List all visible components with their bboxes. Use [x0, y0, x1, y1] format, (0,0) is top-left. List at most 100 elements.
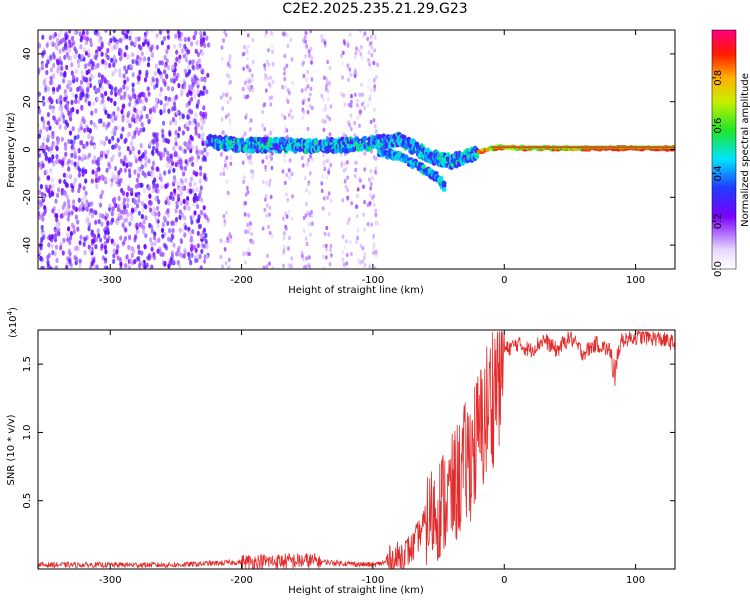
noise-speck — [101, 243, 104, 248]
noise-speck — [105, 136, 108, 141]
noise-speck — [122, 36, 125, 41]
noise-speck — [363, 252, 366, 256]
noise-speck — [56, 146, 59, 151]
noise-speck — [55, 159, 58, 164]
noise-speck — [38, 153, 41, 158]
x-tick-label: 0 — [501, 275, 507, 286]
noise-speck — [283, 159, 286, 163]
noise-speck — [346, 176, 349, 180]
noise-speck — [132, 82, 135, 87]
noise-speck — [329, 66, 332, 70]
noise-speck — [84, 63, 87, 68]
noise-speck — [267, 225, 270, 229]
noise-speck — [370, 53, 373, 57]
noise-speck — [350, 127, 353, 131]
noise-speck — [93, 155, 96, 160]
noise-speck — [69, 251, 72, 256]
noise-speck — [71, 223, 74, 228]
noise-speck — [249, 154, 252, 158]
noise-speck — [370, 35, 373, 39]
colorbar-tick-label: 0.6 — [713, 118, 724, 134]
noise-speck — [303, 98, 306, 102]
noise-speck — [155, 64, 158, 69]
noise-speck — [263, 127, 266, 131]
noise-speck — [192, 59, 195, 64]
noise-speck — [371, 198, 374, 202]
noise-speck — [268, 213, 271, 217]
noise-speck — [55, 45, 58, 50]
noise-speck — [50, 67, 53, 72]
noise-speck — [183, 44, 186, 49]
noise-speck — [64, 192, 67, 197]
noise-speck — [371, 176, 374, 180]
noise-speck — [374, 266, 377, 270]
noise-speck — [178, 187, 181, 192]
noise-speck — [88, 153, 91, 158]
noise-speck — [119, 87, 122, 92]
noise-speck — [79, 204, 82, 209]
noise-speck — [350, 252, 353, 256]
noise-speck — [138, 156, 141, 161]
noise-speck — [151, 51, 154, 56]
noise-speck — [138, 44, 141, 49]
noise-speck — [69, 235, 72, 240]
noise-speck — [122, 104, 125, 109]
colorbar-tick-label: 0.4 — [713, 165, 724, 181]
noise-speck — [301, 254, 304, 258]
noise-speck — [284, 85, 287, 89]
noise-speck — [137, 173, 140, 178]
noise-speck — [157, 238, 160, 243]
noise-speck — [246, 64, 249, 68]
noise-speck — [166, 156, 169, 161]
noise-speck — [141, 154, 144, 159]
noise-speck — [54, 233, 57, 238]
noise-speck — [367, 222, 370, 226]
noise-speck — [67, 139, 70, 144]
noise-speck — [96, 167, 99, 172]
noise-speck — [305, 213, 308, 217]
noise-speck — [46, 260, 49, 265]
noise-speck — [184, 178, 187, 183]
noise-speck — [164, 82, 167, 87]
noise-speck — [181, 180, 184, 185]
noise-speck — [43, 124, 46, 129]
noise-speck — [108, 203, 111, 208]
noise-speck — [207, 42, 210, 47]
noise-speck — [307, 110, 310, 114]
noise-speck — [167, 109, 170, 114]
noise-speck — [123, 95, 126, 100]
noise-speck — [307, 263, 310, 267]
noise-speck — [49, 168, 52, 173]
noise-speck — [83, 236, 86, 241]
noise-speck — [348, 103, 351, 107]
noise-speck — [137, 256, 140, 261]
noise-speck — [354, 161, 357, 165]
noise-speck — [166, 209, 169, 214]
noise-speck — [148, 92, 151, 97]
noise-speck — [126, 86, 129, 91]
noise-speck — [71, 36, 74, 41]
noise-speck — [223, 172, 226, 176]
noise-speck — [346, 160, 349, 164]
noise-speck — [229, 162, 232, 166]
noise-speck — [321, 189, 324, 193]
noise-speck — [229, 119, 232, 123]
noise-speck — [71, 92, 74, 97]
noise-speck — [79, 259, 82, 264]
noise-speck — [309, 171, 312, 175]
noise-speck — [98, 219, 101, 224]
noise-speck — [366, 37, 369, 41]
noise-speck — [180, 88, 183, 93]
noise-speck — [79, 240, 82, 245]
y-tick-label: -20 — [22, 189, 33, 205]
noise-speck — [57, 231, 60, 236]
noise-speck — [228, 258, 231, 262]
noise-speck — [220, 106, 223, 110]
noise-speck — [200, 265, 203, 270]
noise-speck — [171, 254, 174, 259]
noise-speck — [191, 162, 194, 167]
noise-speck — [326, 159, 329, 163]
noise-speck — [97, 157, 100, 162]
noise-speck — [220, 238, 223, 242]
noise-speck — [178, 245, 181, 250]
